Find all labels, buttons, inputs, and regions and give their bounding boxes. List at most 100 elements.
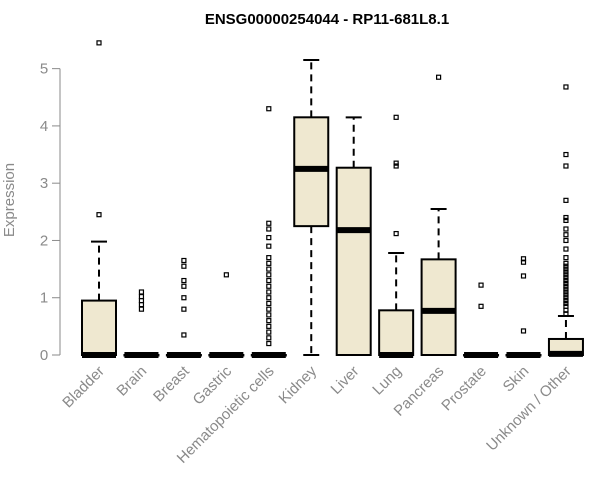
outlier-point: [563, 260, 569, 266]
x-tick-label: Prostate: [438, 363, 490, 415]
outlier-point: [393, 160, 399, 166]
outlier-point: [563, 246, 569, 252]
outlier-point: [478, 282, 484, 288]
outlier-point: [266, 312, 272, 318]
y-tick-label: 4: [40, 118, 48, 135]
outlier-point: [563, 214, 569, 221]
outlier-point: [520, 273, 527, 279]
y-tick-label: 2: [40, 232, 48, 249]
box-liver: [335, 116, 372, 356]
outlier-point: [96, 212, 102, 218]
box-pancreas: [420, 74, 457, 357]
outlier-point: [138, 289, 145, 295]
outlier-point: [266, 295, 272, 301]
outlier-point: [223, 272, 229, 278]
outlier-point: [181, 263, 187, 269]
outlier-point: [266, 220, 272, 226]
outlier-point: [266, 255, 272, 261]
outlier-point: [563, 272, 569, 278]
y-tick-label: 1: [40, 290, 48, 307]
outlier-point: [96, 40, 102, 46]
x-tick-label: Brain: [113, 363, 150, 400]
outlier-point: [266, 266, 272, 272]
outlier-point: [563, 277, 569, 284]
outlier-point: [266, 323, 272, 329]
outlier-point: [266, 300, 272, 307]
outlier-point: [138, 302, 145, 308]
outlier-point: [181, 257, 187, 264]
x-tick-label: Bladder: [59, 363, 108, 412]
outlier-point: [266, 277, 272, 284]
outlier-point: [563, 275, 569, 281]
outlier-point: [563, 151, 569, 158]
outlier-point: [563, 283, 569, 289]
x-tick-label: Breast: [150, 362, 193, 405]
outlier-point: [520, 256, 527, 262]
outlier-point: [393, 230, 399, 237]
outlier-point: [563, 197, 569, 203]
outlier-point: [266, 289, 272, 295]
outlier-point: [520, 328, 527, 334]
outlier-point: [266, 234, 272, 241]
outlier-point: [563, 295, 569, 301]
outlier-point: [266, 243, 272, 249]
x-tick-label: Lung: [369, 363, 405, 399]
outlier-point: [266, 329, 272, 335]
box-hematopoietic-cells: [250, 106, 287, 358]
box-lung: [378, 114, 415, 358]
outlier-point: [266, 318, 272, 324]
box-unknown-other: [547, 84, 584, 357]
chart-title: ENSG00000254044 - RP11-681L8.1: [205, 11, 449, 28]
outlier-point: [563, 237, 569, 244]
outlier-point: [563, 289, 569, 295]
outlier-point: [563, 266, 569, 272]
box-bladder: [81, 40, 117, 358]
outlier-point: [478, 303, 484, 309]
outlier-point: [266, 283, 272, 289]
outlier-point: [563, 232, 569, 238]
outlier-point: [563, 286, 569, 292]
outlier-point: [138, 293, 145, 300]
outlier-point: [563, 297, 569, 304]
outlier-point: [563, 292, 569, 298]
outlier-point: [563, 303, 569, 309]
outlier-point: [138, 306, 145, 312]
boxes-layer: [81, 40, 584, 358]
x-tick-label: Kidney: [276, 362, 321, 407]
y-tick-label: 3: [40, 175, 48, 192]
outlier-point: [181, 295, 187, 301]
y-axis-label: Expression: [1, 163, 18, 237]
outlier-point: [563, 300, 569, 307]
outlier-point: [181, 306, 187, 312]
box-iqr: [420, 258, 457, 357]
outlier-point: [393, 114, 399, 120]
box-prostate: [463, 282, 500, 358]
x-tick-label: Skin: [500, 363, 533, 396]
box-brain: [123, 289, 160, 358]
outlier-point: [563, 84, 569, 90]
x-tick-label: Liver: [328, 363, 363, 398]
outlier-point: [563, 163, 569, 169]
box-kidney: [293, 59, 330, 356]
outlier-point: [266, 306, 272, 312]
outlier-point: [266, 340, 272, 347]
outlier-point: [563, 280, 569, 287]
outlier-point: [266, 335, 272, 341]
y-tick-label: 0: [40, 347, 48, 364]
outlier-point: [563, 263, 569, 269]
box-breast: [165, 257, 202, 358]
outlier-point: [563, 255, 569, 261]
outlier-point: [266, 106, 272, 112]
outlier-point: [266, 272, 272, 278]
box-skin: [505, 256, 542, 358]
outlier-point: [181, 283, 187, 289]
outlier-point: [563, 226, 569, 232]
outlier-point: [138, 297, 145, 304]
outlier-point: [266, 226, 272, 232]
outlier-point: [181, 332, 187, 338]
outlier-point: [563, 217, 569, 224]
box-gastric: [208, 272, 245, 358]
box-iqr: [378, 309, 415, 356]
outlier-point: [563, 269, 569, 275]
